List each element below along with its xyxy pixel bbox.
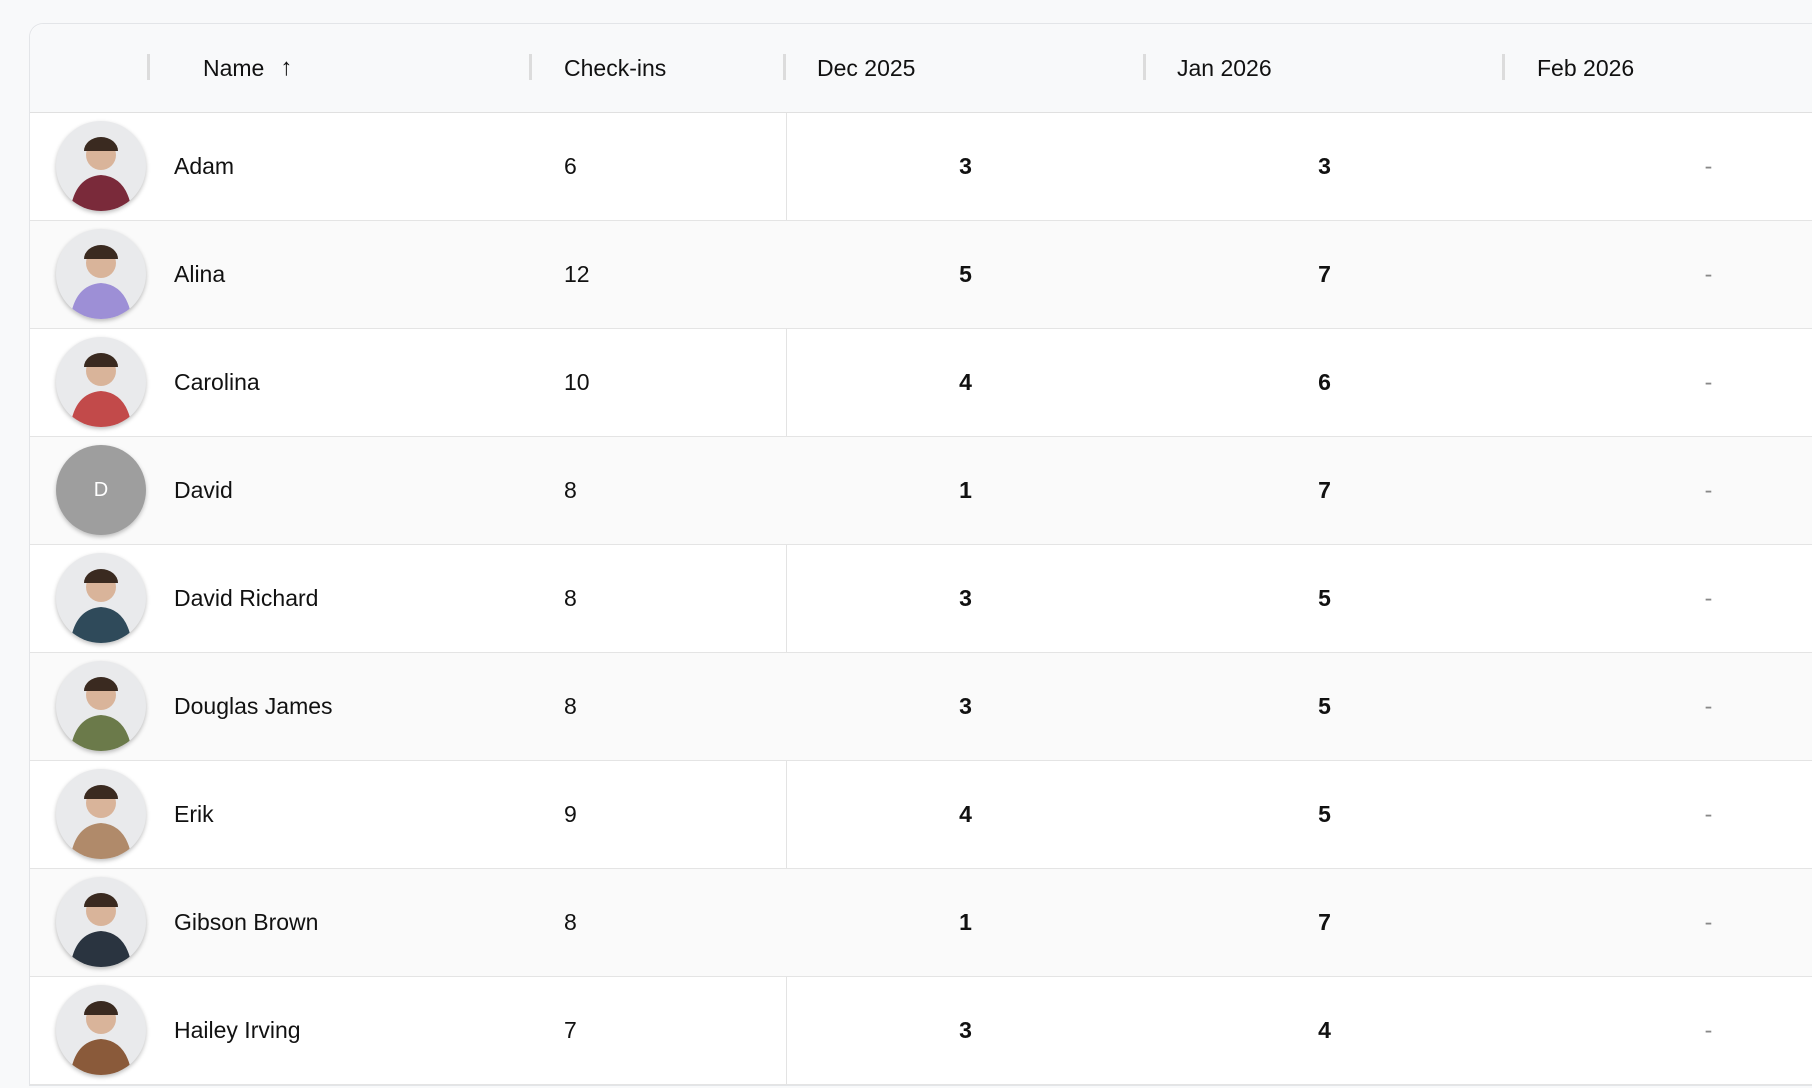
column-resize-handle[interactable]: [783, 54, 786, 80]
table-row[interactable]: D David 8 1 7 -: [30, 437, 1812, 545]
person-photo-icon: [70, 893, 132, 967]
person-photo-icon: [70, 677, 132, 751]
name-cell: Carolina: [174, 369, 260, 395]
avatar: [56, 121, 146, 211]
person-photo-icon: [70, 1001, 132, 1075]
month-count-cell: 3: [959, 1017, 972, 1043]
month-count-cell: 5: [1318, 801, 1331, 827]
table-body: Adam 6 3 3 - Alina 12 5 7 - Carolina 10 4 6 - D David 8…: [30, 113, 1812, 1085]
month-count-cell: -: [1704, 1017, 1713, 1043]
name-cell: Adam: [174, 153, 235, 179]
month-count-cell: 5: [959, 261, 972, 287]
header-name[interactable]: Name ↑: [203, 24, 292, 112]
table-row[interactable]: Hailey Irving 7 3 4 -: [30, 977, 1812, 1085]
table-row[interactable]: Erik 9 4 5 -: [30, 761, 1812, 869]
column-resize-handle[interactable]: [1502, 54, 1505, 80]
person-photo-icon: [70, 353, 132, 427]
person-photo-icon: [70, 245, 132, 319]
checkins-cell: 8: [564, 477, 577, 503]
month-count-cell: 5: [1318, 693, 1331, 719]
avatar: [56, 769, 146, 859]
name-cell: Douglas James: [174, 693, 333, 719]
table-header: Name ↑ Check-ins Dec 2025 Jan 2026 Feb 2…: [30, 24, 1812, 113]
month-count-cell: 7: [1318, 477, 1331, 503]
month-count-cell: 5: [1318, 585, 1331, 611]
table-row[interactable]: Gibson Brown 8 1 7 -: [30, 869, 1812, 977]
arrow-up-icon: ↑: [280, 54, 293, 81]
checkins-cell: 8: [564, 693, 577, 719]
name-cell: Hailey Irving: [174, 1017, 301, 1043]
checkins-table: Name ↑ Check-ins Dec 2025 Jan 2026 Feb 2…: [29, 23, 1812, 1086]
month-count-cell: -: [1704, 477, 1713, 503]
header-month[interactable]: Feb 2026: [1537, 54, 1635, 81]
month-count-cell: 3: [959, 693, 972, 719]
column-resize-handle[interactable]: [147, 54, 150, 80]
person-photo-icon: [70, 569, 132, 643]
avatar-initial: D: [93, 478, 109, 501]
month-count-cell: 1: [959, 909, 972, 935]
month-count-cell: 3: [959, 585, 972, 611]
month-count-cell: -: [1704, 585, 1713, 611]
month-count-cell: 6: [1318, 369, 1331, 395]
person-photo-icon: [70, 785, 132, 859]
avatar: [56, 877, 146, 967]
month-count-cell: -: [1704, 909, 1713, 935]
table-row[interactable]: Carolina 10 4 6 -: [30, 329, 1812, 437]
name-cell: Alina: [174, 261, 226, 287]
header-name-label: Name: [203, 54, 265, 81]
avatar: [56, 985, 146, 1075]
checkins-cell: 7: [564, 1017, 577, 1043]
month-count-cell: -: [1704, 801, 1713, 827]
table-row[interactable]: Douglas James 8 3 5 -: [30, 653, 1812, 761]
month-count-cell: -: [1704, 369, 1713, 395]
name-cell: Erik: [174, 801, 214, 827]
table-row[interactable]: David Richard 8 3 5 -: [30, 545, 1812, 653]
month-count-cell: 7: [1318, 261, 1331, 287]
table-row[interactable]: Adam 6 3 3 -: [30, 113, 1812, 221]
avatar: D: [56, 445, 146, 535]
month-count-cell: 3: [959, 153, 972, 179]
avatar: [56, 661, 146, 751]
checkins-cell: 8: [564, 585, 577, 611]
checkins-cell: 10: [564, 369, 590, 395]
avatar: [56, 229, 146, 319]
avatar: [56, 553, 146, 643]
month-count-cell: 7: [1318, 909, 1331, 935]
header-checkins[interactable]: Check-ins: [564, 54, 667, 81]
month-count-cell: -: [1704, 153, 1713, 179]
name-cell: Gibson Brown: [174, 909, 319, 935]
column-resize-handle[interactable]: [529, 54, 532, 80]
checkins-cell: 6: [564, 153, 577, 179]
month-count-cell: 1: [959, 477, 972, 503]
month-count-cell: -: [1704, 261, 1713, 287]
month-count-cell: -: [1704, 693, 1713, 719]
checkins-cell: 12: [564, 261, 590, 287]
month-count-cell: 4: [959, 801, 972, 827]
month-count-cell: 4: [1318, 1017, 1331, 1043]
month-count-cell: 4: [959, 369, 972, 395]
avatar: [56, 337, 146, 427]
column-resize-handle[interactable]: [1143, 54, 1146, 80]
checkins-cell: 8: [564, 909, 577, 935]
name-cell: David: [174, 477, 233, 503]
month-count-cell: 3: [1318, 153, 1331, 179]
person-photo-icon: [70, 137, 132, 211]
checkins-cell: 9: [564, 801, 577, 827]
table-row[interactable]: Alina 12 5 7 -: [30, 221, 1812, 329]
column-divider: [786, 24, 787, 1085]
name-cell: David Richard: [174, 585, 319, 611]
header-month[interactable]: Dec 2025: [817, 54, 916, 81]
header-month[interactable]: Jan 2026: [1177, 54, 1272, 81]
